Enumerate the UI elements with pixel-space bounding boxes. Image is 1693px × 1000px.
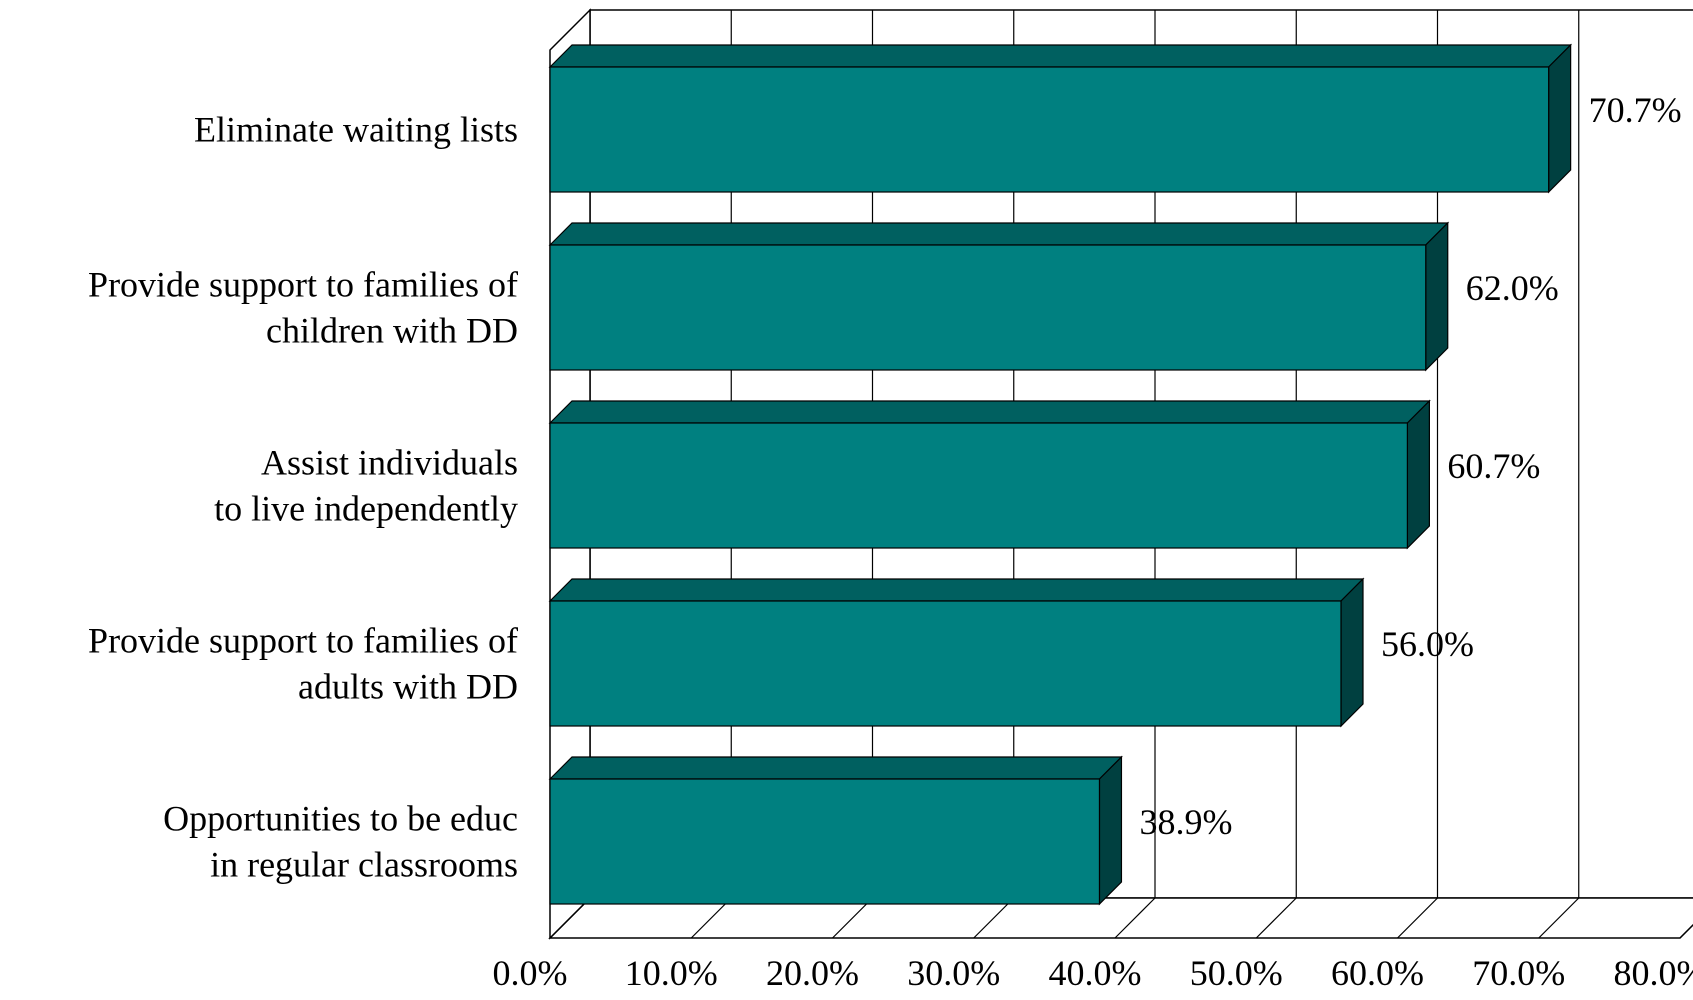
bar-side-face xyxy=(1407,401,1429,548)
bar-side-face xyxy=(1549,45,1571,192)
bar xyxy=(550,245,1426,370)
bar-side-face xyxy=(1426,223,1448,370)
data-label: 60.7% xyxy=(1447,446,1540,486)
x-tick-label: 60.0% xyxy=(1331,953,1424,993)
bar xyxy=(550,423,1407,548)
bar xyxy=(550,67,1549,192)
category-label: to live independently xyxy=(214,489,518,529)
category-label: Opportunities to be educ xyxy=(163,799,518,839)
bar-top-face xyxy=(550,45,1571,67)
x-tick-label: 20.0% xyxy=(766,953,859,993)
category-label: Assist individuals xyxy=(261,443,518,483)
bar-top-face xyxy=(550,579,1363,601)
category-label: adults with DD xyxy=(298,667,518,707)
bar xyxy=(550,601,1341,726)
bar-side-face xyxy=(1099,757,1121,904)
x-tick-label: 70.0% xyxy=(1472,953,1565,993)
bar-side-face xyxy=(1341,579,1363,726)
category-label: Provide support to families of xyxy=(88,621,518,661)
category-label: children with DD xyxy=(266,311,518,351)
bar-top-face xyxy=(550,757,1121,779)
data-label: 70.7% xyxy=(1589,90,1682,130)
bar-top-face xyxy=(550,223,1448,245)
category-label: in regular classrooms xyxy=(210,845,518,885)
category-label: Provide support to families of xyxy=(88,265,518,305)
x-tick-label: 80.0% xyxy=(1614,953,1693,993)
data-label: 56.0% xyxy=(1381,624,1474,664)
bar-top-face xyxy=(550,401,1429,423)
x-tick-label: 30.0% xyxy=(907,953,1000,993)
bar xyxy=(550,779,1099,904)
x-tick-label: 40.0% xyxy=(1049,953,1142,993)
data-label: 38.9% xyxy=(1139,802,1232,842)
category-label: Eliminate waiting lists xyxy=(194,110,518,150)
x-tick-label: 10.0% xyxy=(625,953,718,993)
x-tick-label: 0.0% xyxy=(493,953,568,993)
data-label: 62.0% xyxy=(1466,268,1559,308)
x-tick-label: 50.0% xyxy=(1190,953,1283,993)
